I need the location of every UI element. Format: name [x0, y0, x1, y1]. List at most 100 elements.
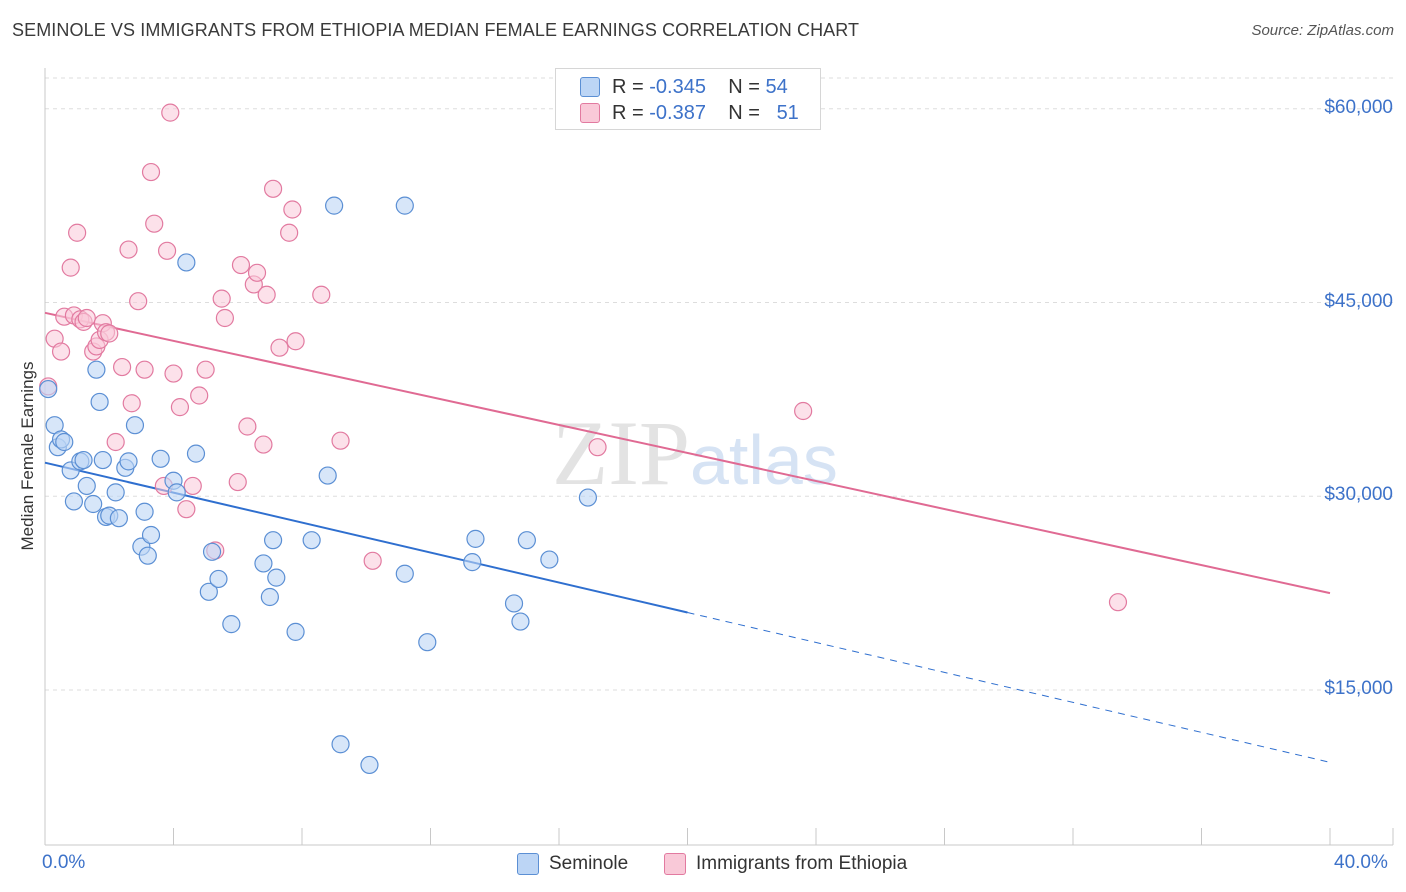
data-point-seminole: [395, 196, 414, 215]
data-point-ethiopia: [106, 432, 125, 452]
data-point-seminole: [55, 432, 74, 452]
watermark-atlas: atlas: [690, 421, 838, 499]
data-point-ethiopia: [286, 332, 305, 351]
y-tick-label: $45,000: [1324, 290, 1393, 312]
watermark: ZIPatlas: [552, 400, 838, 506]
trend-line-ethiopia: [44, 311, 1331, 595]
data-point-seminole: [90, 392, 109, 412]
data-point-ethiopia: [1108, 593, 1128, 612]
data-point-ethiopia: [61, 258, 80, 277]
data-point-seminole: [325, 196, 344, 215]
legend-n-label: N =: [728, 101, 760, 124]
source-credit: Source: ZipAtlas.com: [1251, 22, 1394, 39]
data-point-ethiopia: [164, 364, 183, 383]
data-point-seminole: [222, 615, 241, 634]
data-point-ethiopia: [257, 285, 276, 304]
data-point-seminole: [578, 488, 598, 507]
data-point-seminole: [463, 553, 482, 572]
data-point-ethiopia: [588, 438, 607, 457]
data-point-seminole: [267, 568, 286, 587]
legend-swatch-seminole: [580, 77, 600, 97]
data-point-ethiopia: [141, 162, 161, 182]
data-point-ethiopia: [215, 308, 234, 328]
legend-r-label: R =: [612, 75, 644, 98]
data-point-ethiopia: [363, 551, 382, 570]
data-point-ethiopia: [190, 386, 209, 405]
correlation-legend: R = -0.345 N = 54 R = -0.387 N = 51: [555, 68, 821, 130]
data-point-seminole: [395, 564, 414, 583]
data-point-seminole: [260, 587, 279, 607]
data-point-seminole: [39, 379, 58, 399]
y-tick-label: $30,000: [1324, 484, 1393, 506]
data-point-ethiopia: [122, 394, 141, 413]
data-point-seminole: [167, 483, 186, 502]
data-point-seminole: [135, 502, 154, 521]
data-point-seminole: [504, 594, 524, 613]
data-point-seminole: [141, 525, 161, 545]
data-point-seminole: [106, 483, 125, 502]
data-point-ethiopia: [254, 435, 273, 454]
data-point-seminole: [286, 622, 305, 641]
data-point-seminole: [84, 494, 103, 514]
data-point-seminole: [74, 450, 93, 470]
data-point-seminole: [125, 416, 145, 435]
data-point-seminole: [177, 253, 196, 272]
data-point-ethiopia: [263, 179, 283, 198]
data-point-ethiopia: [270, 338, 289, 357]
legend-r-label: R =: [612, 101, 644, 124]
trend-line-seminole: [44, 461, 688, 614]
data-point-ethiopia: [212, 289, 231, 308]
data-point-seminole: [109, 509, 128, 528]
data-point-ethiopia: [247, 263, 267, 282]
data-point-seminole: [93, 450, 112, 470]
data-point-ethiopia: [794, 401, 813, 421]
x-tick-min: 0.0%: [42, 852, 86, 873]
series-immigrants-ethiopia: [39, 103, 1128, 612]
data-point-seminole: [360, 755, 379, 775]
bottom-legend-seminole: Seminole: [517, 852, 628, 876]
data-point-seminole: [186, 444, 206, 463]
data-point-seminole: [511, 612, 530, 631]
data-point-ethiopia: [129, 292, 148, 311]
y-tick-label: $15,000: [1324, 678, 1393, 699]
trend-line-seminole-extension: [687, 612, 1331, 763]
data-point-seminole: [87, 360, 106, 379]
data-point-seminole: [119, 452, 138, 471]
legend-r-value: -0.345: [649, 75, 706, 98]
data-point-seminole: [254, 554, 273, 573]
data-point-seminole: [466, 529, 485, 548]
data-point-seminole: [318, 466, 337, 485]
legend-n-value: 54: [765, 75, 788, 98]
bottom-legend-swatch-ethiopia: [664, 853, 686, 875]
data-point-seminole: [209, 569, 228, 589]
bottom-legend-ethiopia: Immigrants from Ethiopia: [664, 852, 907, 876]
data-point-seminole: [202, 542, 222, 561]
legend-n-value: 51: [776, 101, 799, 124]
data-point-seminole: [138, 546, 157, 565]
data-point-ethiopia: [170, 398, 190, 417]
legend-r-value: -0.387: [649, 101, 706, 124]
legend-row-seminole: R = -0.345 N = 54: [580, 74, 788, 100]
chart-title: SEMINOLE VS IMMIGRANTS FROM ETHIOPIA MED…: [12, 20, 860, 40]
data-point-ethiopia: [100, 324, 119, 343]
data-point-ethiopia: [312, 285, 331, 304]
data-point-seminole: [302, 531, 321, 550]
data-point-ethiopia: [183, 476, 202, 496]
legend-n-label: N =: [728, 75, 760, 98]
data-point-ethiopia: [119, 240, 138, 259]
bottom-legend-swatch-seminole: [517, 853, 539, 875]
data-point-ethiopia: [157, 241, 177, 260]
data-point-seminole: [418, 633, 437, 652]
data-point-ethiopia: [112, 357, 132, 377]
data-point-seminole: [77, 476, 96, 496]
x-tick-max: 40.0%: [1334, 852, 1388, 873]
data-point-ethiopia: [283, 200, 302, 219]
data-point-ethiopia: [331, 431, 350, 450]
data-point-ethiopia: [177, 500, 196, 519]
series-seminole: [39, 196, 598, 775]
legend-swatch-ethiopia: [580, 103, 600, 123]
data-point-ethiopia: [196, 360, 215, 379]
data-point-seminole: [64, 492, 84, 511]
trend-lines: [44, 311, 1331, 763]
